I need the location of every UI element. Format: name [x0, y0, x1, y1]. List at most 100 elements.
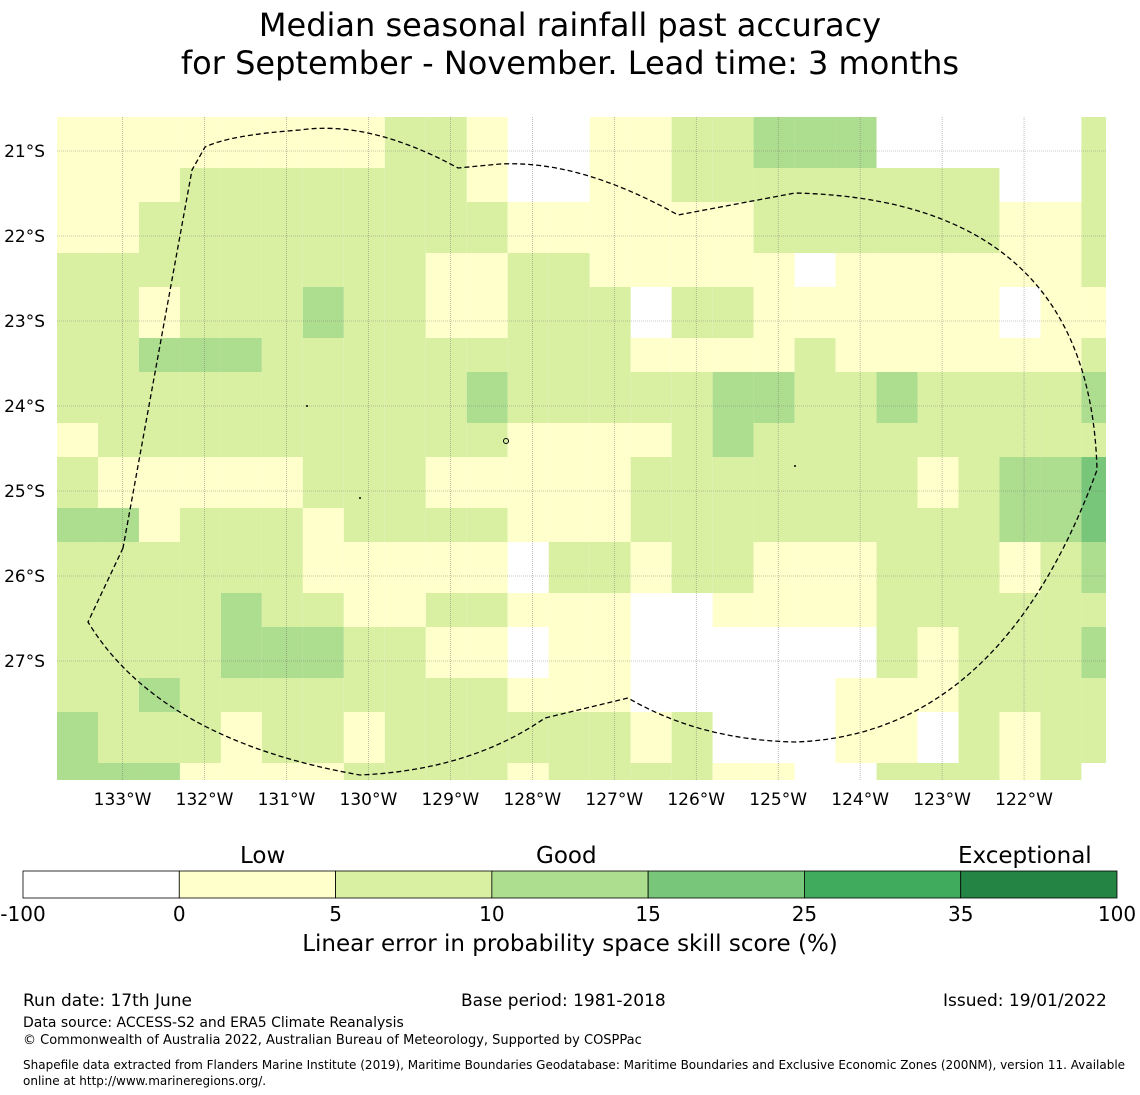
skill-cell [548, 457, 590, 508]
issued-date: Issued: 19/01/2022 [943, 991, 1107, 1011]
skill-cell [220, 763, 262, 780]
skill-cell [876, 168, 918, 202]
skill-cell [753, 202, 795, 253]
skill-cell [835, 542, 877, 593]
skill-cell [466, 627, 508, 678]
skill-cell [425, 712, 467, 763]
skill-cell [507, 287, 549, 338]
category-low: Low [240, 843, 286, 869]
skill-cell [57, 372, 98, 423]
skill-cell [712, 593, 754, 627]
skill-cell [589, 338, 631, 372]
skill-cell [97, 627, 139, 678]
skill-cell [138, 117, 180, 168]
skill-cell [1081, 508, 1106, 542]
skill-cell [958, 457, 1000, 508]
skill-cell [97, 678, 139, 712]
skill-cell [1081, 423, 1106, 457]
skill-cell [876, 202, 918, 253]
skill-cell [507, 423, 549, 457]
skill-cell [261, 542, 303, 593]
colorbar-swatch [335, 870, 493, 899]
skill-cell [753, 372, 795, 423]
skill-cell [958, 202, 1000, 253]
skill-cell [507, 253, 549, 287]
skill-cell [999, 542, 1041, 593]
skill-cell [630, 202, 672, 253]
skill-cell [138, 627, 180, 678]
skill-cell [712, 372, 754, 423]
colorbar-tick-label: 5 [329, 902, 342, 926]
skill-cell [917, 593, 959, 627]
skill-cell [1040, 457, 1082, 508]
colorbar-tick-label: -100 [0, 902, 45, 926]
skill-cell [630, 542, 672, 593]
skill-cell [57, 338, 98, 372]
skill-cell [630, 508, 672, 542]
skill-cell [97, 423, 139, 457]
colorbar-tick-label: 15 [635, 902, 660, 926]
skill-cell [384, 338, 426, 372]
skill-cell [507, 372, 549, 423]
skill-cell [507, 457, 549, 508]
skill-cell [1081, 372, 1106, 423]
skill-cell [548, 542, 590, 593]
skill-cell [1081, 202, 1106, 253]
skill-cell [835, 593, 877, 627]
skill-cell [753, 287, 795, 338]
skill-cell [999, 627, 1041, 678]
skill-cell [343, 202, 385, 253]
skill-cell [753, 457, 795, 508]
skill-cell [57, 117, 98, 168]
skill-cell [548, 508, 590, 542]
skill-cell [384, 202, 426, 253]
skill-cell [220, 168, 262, 202]
skill-cell [958, 168, 1000, 202]
skill-grid-cells [57, 117, 1106, 780]
longitude-label: 123°W [913, 790, 971, 810]
skill-cell [425, 372, 467, 423]
skill-cell [712, 457, 754, 508]
skill-cell [261, 168, 303, 202]
skill-cell [917, 627, 959, 678]
latitude-label: 23°S [4, 312, 45, 332]
skill-cell [794, 457, 836, 508]
skill-cell [1081, 678, 1106, 712]
latitude-label: 25°S [4, 482, 45, 502]
skill-cell [589, 627, 631, 678]
skill-cell [343, 457, 385, 508]
skill-cell [343, 253, 385, 287]
skill-cell [958, 508, 1000, 542]
skill-cell [835, 287, 877, 338]
skill-cell [138, 338, 180, 372]
skill-cell [302, 372, 344, 423]
skill-cell [671, 712, 713, 763]
skill-cell [57, 627, 98, 678]
colorbar-tick-label: 25 [792, 902, 817, 926]
skill-cell [97, 338, 139, 372]
longitude-label: 129°W [421, 790, 479, 810]
skill-cell [671, 338, 713, 372]
skill-cell [466, 678, 508, 712]
skill-cell [630, 253, 672, 287]
colorbar-swatch [647, 870, 805, 899]
skill-cell [1040, 763, 1082, 780]
longitude-label: 128°W [503, 790, 561, 810]
skill-cell [999, 763, 1041, 780]
longitude-label: 122°W [995, 790, 1053, 810]
skill-cell [343, 678, 385, 712]
skill-cell [958, 593, 1000, 627]
skill-cell [425, 542, 467, 593]
skill-cell [1040, 712, 1082, 763]
run-date: Run date: 17th June [23, 991, 192, 1011]
skill-cell [712, 168, 754, 202]
skill-cell [835, 338, 877, 372]
skill-cell [794, 508, 836, 542]
skill-cell [384, 542, 426, 593]
skill-cell [999, 457, 1041, 508]
skill-cell [466, 338, 508, 372]
skill-cell [671, 117, 713, 168]
skill-cell [57, 508, 98, 542]
skill-cell [1040, 338, 1082, 372]
skill-cell [507, 508, 549, 542]
